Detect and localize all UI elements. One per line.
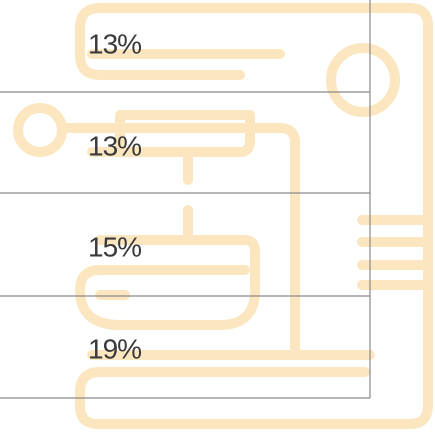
background-illustration [18,8,428,424]
infographic: 13% 13% 15% 19% [0,0,435,434]
page: {"items": [{"label": "13%"}, {"label": "… [0,0,435,434]
circle [331,48,395,112]
percent-label: 13% [88,28,141,59]
circle [18,108,62,152]
rules [0,0,370,398]
percent-label: 13% [88,130,141,161]
percent-label: 19% [88,333,141,364]
percent-label: 15% [88,231,141,262]
stripes [362,220,428,285]
